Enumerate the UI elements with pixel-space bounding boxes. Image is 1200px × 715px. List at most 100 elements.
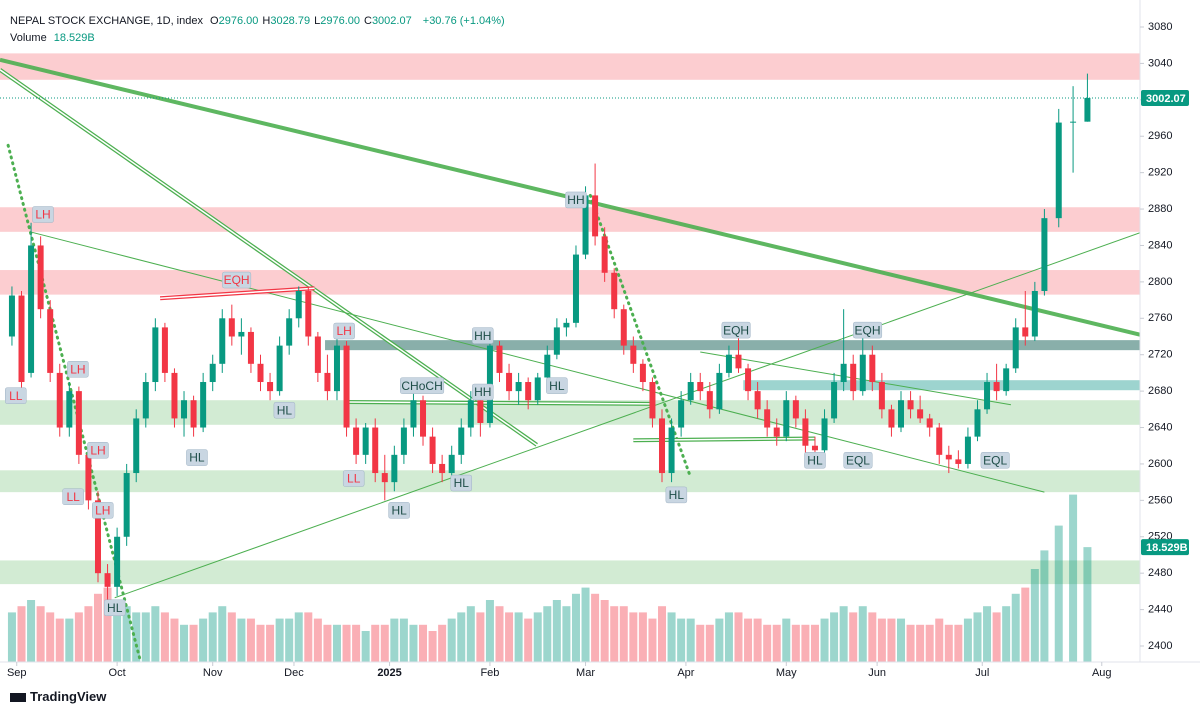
candle-body xyxy=(936,427,943,455)
candle-body xyxy=(821,418,828,451)
annotation-box xyxy=(665,486,688,504)
volume-bar xyxy=(505,612,514,662)
volume-bar xyxy=(189,624,198,662)
annotation-box xyxy=(103,599,126,617)
volume-bar xyxy=(610,606,619,662)
candle-body xyxy=(649,382,656,419)
candle-body xyxy=(907,400,914,410)
logo xyxy=(10,693,26,703)
ohlc-row: NEPAL STOCK EXCHANGE, 1D, index O2976.00… xyxy=(10,13,509,30)
candle-body xyxy=(286,318,293,346)
volume-bar xyxy=(973,612,982,662)
annotation: HL xyxy=(107,601,123,615)
annotation-box xyxy=(565,191,587,209)
volume-bar xyxy=(944,624,953,662)
annotation: EQH xyxy=(855,323,881,337)
candle-body xyxy=(1070,121,1077,123)
annotation: HL xyxy=(391,504,407,518)
volume-bar xyxy=(237,618,246,662)
symbol: NEPAL STOCK EXCHANGE, 1D, index xyxy=(10,15,203,27)
y-tick-label: 2560 xyxy=(1148,494,1172,506)
plot-area: LH LL LH LH LL LH HL HL EQH HL LH CHoCH LL HL HL HH HH HL… xyxy=(0,53,1140,662)
candle-body xyxy=(381,473,388,483)
volume-bar xyxy=(36,606,45,662)
volume-bar xyxy=(524,618,533,662)
volume-bar xyxy=(55,618,64,662)
volume-bar xyxy=(438,624,447,662)
x-tick-label: Oct xyxy=(109,667,126,679)
zone xyxy=(743,380,1140,391)
candle-body xyxy=(678,400,685,428)
volume-bar xyxy=(839,606,848,662)
candle-body xyxy=(706,391,713,410)
y-tick-label: 2440 xyxy=(1148,603,1172,615)
volume-bar xyxy=(1069,494,1078,662)
volume-bar xyxy=(399,618,408,662)
volume-bar xyxy=(763,624,772,662)
candle-body xyxy=(1041,218,1048,291)
volume-bar xyxy=(428,631,437,662)
trend-line-inner xyxy=(160,287,315,300)
volume-bar xyxy=(772,624,781,662)
y-tick-label: 2480 xyxy=(1148,567,1172,579)
volume-bar xyxy=(715,618,724,662)
volume-bar xyxy=(151,606,160,662)
annotation: EQH xyxy=(224,273,250,287)
volume-bar xyxy=(734,612,743,662)
volume-bar xyxy=(27,600,36,662)
volume-bar xyxy=(629,612,638,662)
y-tick-label: 2720 xyxy=(1148,349,1172,361)
annotation: LH xyxy=(90,443,105,457)
volume-bar xyxy=(84,606,93,662)
candle-body xyxy=(171,372,178,419)
annotation-box xyxy=(853,321,883,339)
candle-body xyxy=(400,427,407,455)
annotation-box xyxy=(67,361,89,378)
volume-bar xyxy=(705,624,714,662)
annotation-box xyxy=(721,321,751,339)
volume-bar xyxy=(810,624,819,662)
candle-body xyxy=(152,327,159,383)
volume-bar xyxy=(877,618,886,662)
ohlc-key: O xyxy=(210,15,219,27)
candle-body xyxy=(123,473,130,537)
candle-body xyxy=(333,345,340,392)
candle-body xyxy=(964,436,971,464)
candle-body xyxy=(993,382,1000,392)
candle-body xyxy=(811,445,818,451)
volume-bar xyxy=(1054,525,1063,662)
volume-bar xyxy=(419,624,428,662)
candle-body xyxy=(773,427,780,437)
candle-body xyxy=(611,272,618,310)
last-price-box xyxy=(1141,89,1189,106)
candle-body xyxy=(209,363,216,383)
candle-body xyxy=(697,382,704,392)
volume-bar xyxy=(591,593,600,662)
volume-bar xyxy=(141,612,150,662)
volume-bar xyxy=(65,618,74,662)
annotation-box xyxy=(980,452,1010,469)
volume-bar xyxy=(380,624,389,662)
annotation-box xyxy=(450,474,473,492)
candle-body xyxy=(142,382,149,419)
annotation: HH xyxy=(474,329,491,343)
candle-body xyxy=(840,363,847,383)
annotation-box xyxy=(472,383,494,401)
x-tick-label: Mar xyxy=(576,667,595,679)
annotation: EQL xyxy=(846,453,870,467)
candle-body xyxy=(544,354,551,378)
y-tick-label: 3080 xyxy=(1148,21,1172,33)
volume-bar xyxy=(552,600,561,662)
annotation-box xyxy=(5,387,27,404)
candle-body xyxy=(917,409,924,419)
candle-body xyxy=(314,336,321,373)
candle-body xyxy=(869,354,876,383)
y-tick-label: 2800 xyxy=(1148,276,1172,288)
volume-bar xyxy=(935,618,944,662)
zone xyxy=(0,560,1140,585)
volume-bar xyxy=(820,618,829,662)
candle-body xyxy=(324,372,331,392)
annotation-box xyxy=(222,271,252,289)
